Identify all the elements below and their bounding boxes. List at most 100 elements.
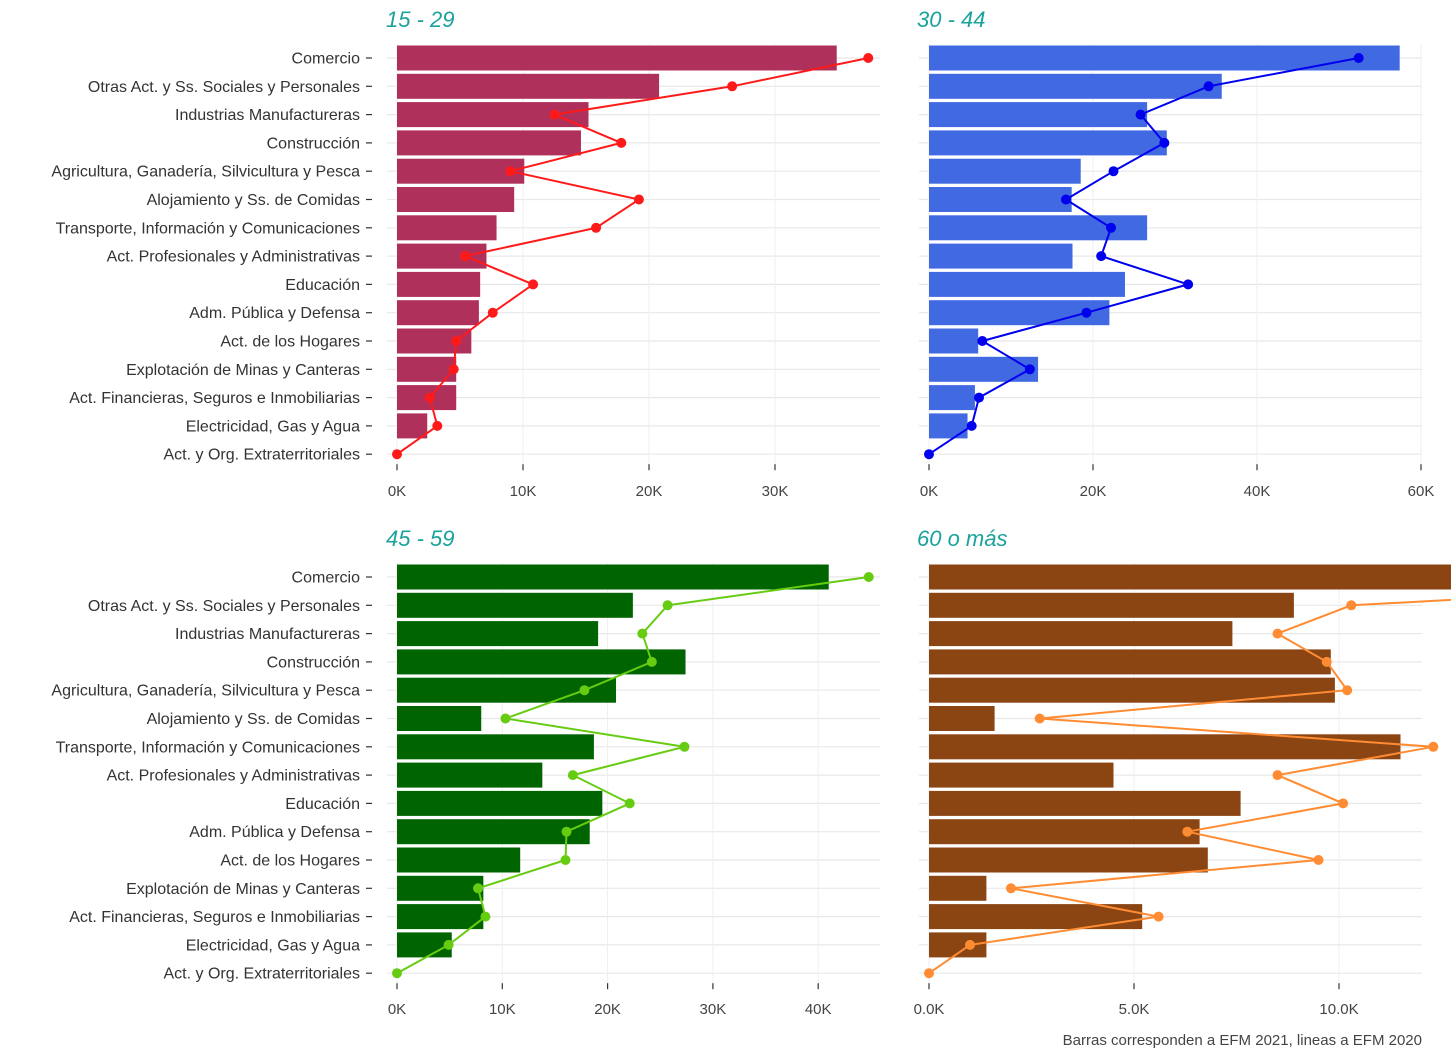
bar bbox=[397, 271, 481, 297]
series-point bbox=[1024, 364, 1035, 375]
category-label: Act. y Org. Extraterritoriales bbox=[164, 447, 361, 464]
series-point bbox=[432, 420, 443, 431]
series-point bbox=[1203, 81, 1214, 92]
series-point bbox=[443, 939, 454, 950]
series-point bbox=[392, 968, 402, 979]
category-label: Agricultura, Ganadería, Silvicultura y P… bbox=[51, 164, 360, 181]
series-point bbox=[1182, 826, 1193, 837]
category-label: Explotación de Minas y Canteras bbox=[126, 362, 360, 379]
series-point bbox=[1159, 137, 1170, 148]
bar bbox=[929, 158, 1081, 184]
bar bbox=[929, 45, 1400, 71]
bar bbox=[397, 300, 479, 326]
x-tick-label: 0K bbox=[920, 483, 938, 500]
bar bbox=[397, 621, 599, 647]
category-label: Alojamiento y Ss. de Comidas bbox=[147, 711, 360, 728]
series-point bbox=[1135, 109, 1146, 120]
bar bbox=[397, 706, 482, 731]
category-label: Comercio bbox=[292, 51, 361, 68]
series-point bbox=[1342, 685, 1353, 696]
series-point bbox=[480, 911, 491, 922]
bar bbox=[397, 875, 484, 901]
series-point bbox=[473, 883, 484, 894]
bar bbox=[929, 564, 1451, 590]
series-point bbox=[591, 222, 602, 233]
series-point bbox=[977, 336, 988, 346]
bar bbox=[929, 102, 1148, 128]
category-label: Electricidad, Gas y Agua bbox=[186, 937, 360, 954]
bar bbox=[929, 592, 1294, 618]
x-tick-label: 40K bbox=[1244, 483, 1271, 500]
category-label: Electricidad, Gas y Agua bbox=[186, 418, 360, 435]
bar bbox=[929, 243, 1073, 269]
category-label: Otras Act. y Ss. Sociales y Personales bbox=[88, 598, 360, 615]
bar bbox=[929, 649, 1331, 675]
bar bbox=[929, 819, 1200, 845]
bar bbox=[397, 187, 515, 212]
bar bbox=[929, 762, 1114, 788]
category-label: Act. y Org. Extraterritoriales bbox=[164, 966, 361, 983]
bar bbox=[397, 564, 829, 590]
category-label: Act. Profesionales y Administrativas bbox=[107, 768, 360, 785]
category-label: Agricultura, Ganadería, Silvicultura y P… bbox=[51, 683, 360, 700]
bar bbox=[397, 413, 428, 439]
series-point bbox=[460, 251, 471, 262]
panel-title: 60 o más bbox=[917, 526, 1008, 551]
bar bbox=[929, 875, 987, 901]
series-point bbox=[637, 628, 648, 639]
series-point bbox=[974, 392, 985, 403]
series-point bbox=[1006, 883, 1016, 894]
series-point bbox=[624, 798, 635, 809]
bar bbox=[397, 158, 525, 184]
series-point bbox=[487, 307, 498, 318]
bar bbox=[397, 932, 452, 958]
x-tick-label: 10K bbox=[489, 1001, 516, 1018]
series-point bbox=[662, 600, 673, 611]
bar bbox=[397, 734, 594, 760]
bar bbox=[929, 677, 1335, 703]
series-point bbox=[924, 449, 934, 460]
series-point bbox=[528, 279, 539, 290]
bar bbox=[929, 300, 1110, 326]
series-point bbox=[549, 109, 560, 120]
bar bbox=[397, 592, 633, 618]
series-point bbox=[863, 53, 874, 63]
category-label: Industrias Manufactureras bbox=[175, 107, 360, 124]
category-label: Educación bbox=[285, 796, 360, 813]
category-label: Educación bbox=[285, 277, 360, 294]
series-point bbox=[965, 939, 975, 950]
bar bbox=[929, 790, 1241, 816]
category-label: Construcción bbox=[267, 654, 360, 671]
bar bbox=[397, 45, 837, 71]
x-tick-label: 10K bbox=[510, 483, 537, 500]
bar bbox=[397, 130, 581, 156]
caption: Barras corresponden a EFM 2021, lineas a… bbox=[1063, 1032, 1422, 1049]
series-point bbox=[966, 420, 977, 431]
bar bbox=[929, 706, 995, 731]
x-tick-label: 20K bbox=[594, 1001, 621, 1018]
category-label: Act. Profesionales y Administrativas bbox=[107, 249, 360, 266]
category-label: Adm. Pública y Defensa bbox=[189, 824, 360, 841]
bar bbox=[929, 734, 1401, 760]
bar bbox=[929, 73, 1222, 99]
series-point bbox=[424, 392, 435, 403]
bar bbox=[929, 187, 1072, 212]
category-label: Construcción bbox=[267, 135, 360, 152]
series-point bbox=[863, 572, 874, 582]
series-point bbox=[1034, 713, 1045, 724]
series-point bbox=[679, 741, 690, 752]
series-point bbox=[1106, 222, 1117, 233]
category-label: Transporte, Información y Comunicaciones bbox=[56, 220, 360, 237]
bar bbox=[929, 621, 1233, 647]
category-label: Comercio bbox=[292, 570, 361, 587]
series-point bbox=[1108, 166, 1119, 177]
bar bbox=[397, 243, 487, 269]
category-label: Alojamiento y Ss. de Comidas bbox=[147, 192, 360, 209]
panel-title: 45 - 59 bbox=[386, 526, 455, 551]
series-point bbox=[1313, 855, 1324, 865]
category-label: Otras Act. y Ss. Sociales y Personales bbox=[88, 79, 360, 96]
x-tick-label: 30K bbox=[700, 1001, 727, 1018]
